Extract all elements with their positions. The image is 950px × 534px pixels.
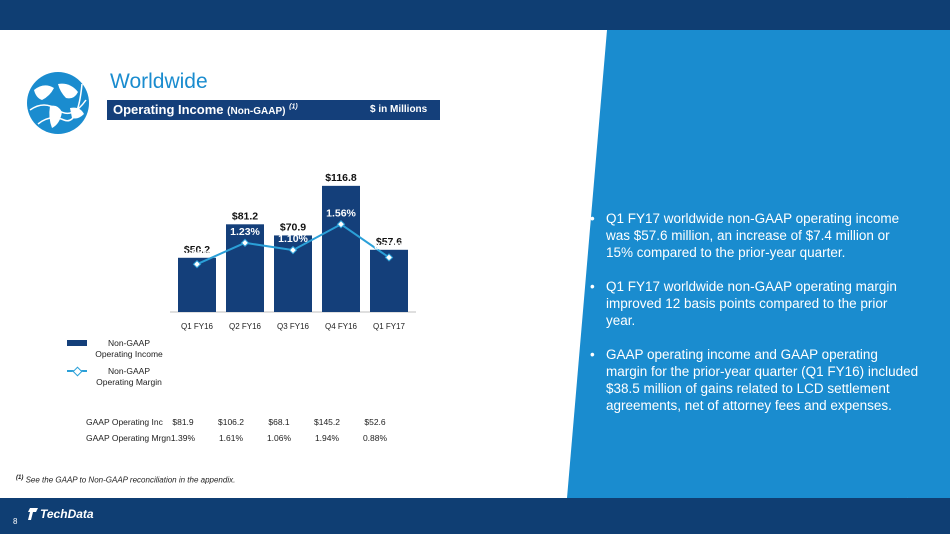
section-header-bar: Operating Income (Non-GAAP) (1) $ in Mil… (107, 100, 440, 120)
footnote: (1) See the GAAP to Non-GAAP reconciliat… (16, 475, 235, 485)
margin-point (288, 245, 298, 255)
footer-bar (0, 498, 950, 534)
page-title: Worldwide (110, 70, 208, 93)
x-tick-label: Q1 FY17 (373, 322, 406, 331)
margin-value-label: 1.56% (326, 207, 356, 219)
page-number: 8 (13, 517, 18, 526)
gaap-row-label: GAAP Operating Inc (86, 417, 163, 427)
margin-point (192, 259, 202, 269)
legend-item-line: Non-GAAP Operating Margin (65, 366, 185, 392)
operating-income-chart: $50.2 Q1 FY16 $81.2 Q2 FY16 $70.9 Q3 FY16 $116… (170, 172, 416, 331)
gaap-row-label: GAAP Operating Mrgn. (86, 433, 174, 443)
techdata-logo: TechData (28, 507, 118, 523)
bar (322, 185, 360, 312)
units-label: $ in Millions (370, 104, 428, 115)
section-header: Operating Income (Non-GAAP) (1) (113, 102, 298, 117)
margin-point (240, 238, 250, 248)
footnote-ref: (1) (16, 475, 24, 481)
legend-label-line: Non-GAAP Operating Margin (96, 366, 162, 387)
gaap-cell: $145.2 (314, 417, 340, 427)
margin-value-label: 0.85% (182, 247, 212, 259)
bullet-list: Q1 FY17 worldwide non-GAAP operating inc… (590, 210, 920, 431)
bar-value-label: $50.2 (184, 244, 210, 256)
legend-swatch-line (67, 370, 87, 372)
margin-value-label: 1.10% (278, 233, 308, 245)
gaap-cell: 0.88% (362, 433, 388, 443)
gaap-cell: $68.1 (268, 417, 290, 427)
globe-icon (20, 70, 96, 136)
bullet-item: GAAP operating income and GAAP operating… (590, 346, 920, 414)
chart-legend: Non-GAAP Operating Income Non-GAAP Opera… (65, 338, 185, 394)
margin-point (384, 253, 394, 262)
top-banner (0, 0, 950, 30)
section-header-footnote-ref: (1) (289, 103, 298, 111)
x-tick-label: Q3 FY16 (277, 322, 310, 331)
logo-text: TechData (40, 507, 94, 521)
legend-swatch-bar (67, 340, 87, 346)
x-tick-label: Q1 FY16 (181, 322, 214, 331)
gaap-cell: 1.06% (266, 433, 292, 443)
section-header-main: Operating Income (113, 102, 224, 117)
techdata-logo-mark-icon (28, 508, 38, 520)
bar-value-label: $70.9 (280, 221, 306, 233)
bullet-item: Q1 FY17 worldwide non-GAAP operating inc… (590, 210, 920, 261)
section-header-qualifier: (Non-GAAP) (227, 106, 286, 117)
bar-value-label: $81.2 (232, 210, 258, 222)
gaap-cell: 1.94% (314, 433, 340, 443)
bar-value-label: $57.6 (376, 236, 402, 248)
bar-value-label: $116.8 (325, 172, 357, 184)
gaap-cell: $81.9 (172, 417, 194, 427)
margin-point (336, 220, 346, 229)
bullet-item: Q1 FY17 worldwide non-GAAP operating mar… (590, 278, 920, 329)
gaap-cell: $52.6 (364, 417, 386, 427)
margin-value-label: 0.97% (374, 240, 404, 252)
margin-value-label: 1.23% (230, 226, 260, 238)
gaap-cell: $106.2 (218, 417, 244, 427)
footnote-text: See the GAAP to Non-GAAP reconciliation … (25, 475, 236, 485)
x-tick-label: Q4 FY16 (325, 322, 358, 331)
x-tick-label: Q2 FY16 (229, 322, 262, 331)
legend-item-bar: Non-GAAP Operating Income (65, 338, 185, 364)
gaap-cell: 1.39% (170, 433, 196, 443)
legend-label-bar: Non-GAAP Operating Income (95, 338, 163, 359)
gaap-cell: 1.61% (218, 433, 244, 443)
